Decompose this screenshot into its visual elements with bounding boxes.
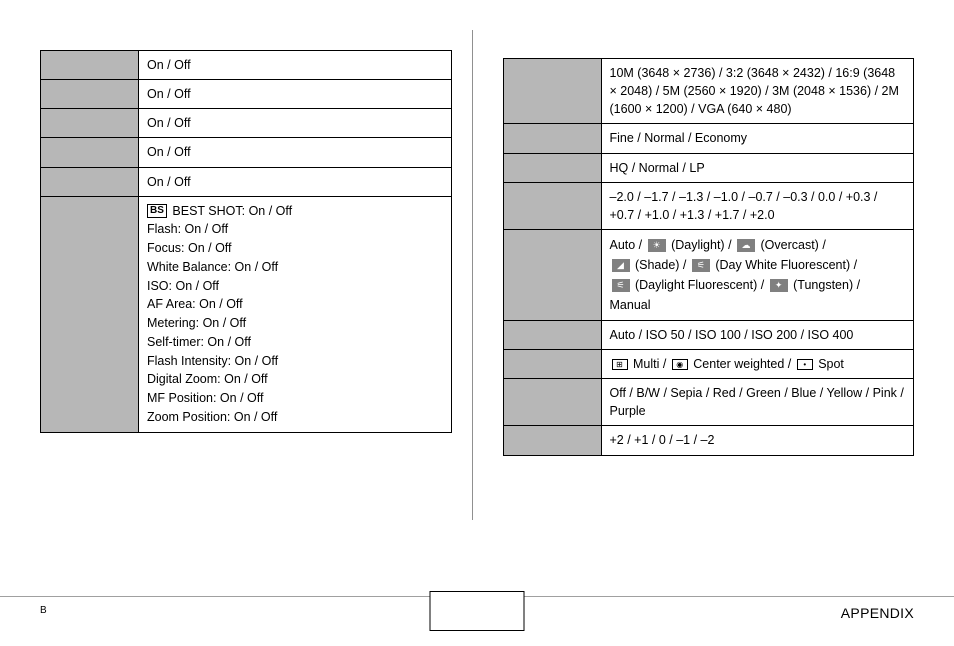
table-row: 10M (3648 × 2736) / 3:2 (3648 × 2432) / … (503, 59, 914, 124)
row-value: On / Off (139, 109, 452, 138)
row-label (503, 153, 601, 182)
table-row: BS BEST SHOT: On / Off Flash: On / Off F… (41, 196, 452, 432)
ev-value: –2.0 / –1.7 / –1.3 / –1.0 / –0.7 / –0.3 … (601, 182, 914, 229)
row-label (41, 196, 139, 432)
table-row: ⊞ Multi / ◉ Center weighted / • Spot (503, 350, 914, 379)
quality-snap-value: Fine / Normal / Economy (601, 124, 914, 153)
best-shot-icon: BS (147, 204, 167, 218)
table-row: On / Off (41, 138, 452, 167)
best-shot-text: BEST SHOT: On / Off (172, 204, 292, 218)
table-row: On / Off (41, 51, 452, 80)
shade-icon: ◢ (612, 259, 630, 272)
wb-manual: Manual (610, 298, 651, 312)
row-value: On / Off (139, 167, 452, 196)
overcast-icon: ☁ (737, 239, 755, 252)
wb-dwf: (Day White Fluorescent) / (712, 258, 857, 272)
metering-cell: ⊞ Multi / ◉ Center weighted / • Spot (601, 350, 914, 379)
row-label (41, 167, 139, 196)
right-table: 10M (3648 × 2736) / 3:2 (3648 × 2432) / … (503, 58, 915, 456)
row-label (503, 229, 601, 320)
memory-line: Flash: On / Off (147, 220, 443, 239)
wb-cell: Auto / ☀ (Daylight) / ☁ (Overcast) / ◢ (… (601, 229, 914, 320)
iso-value: Auto / ISO 50 / ISO 100 / ISO 200 / ISO … (601, 320, 914, 349)
wb-tungsten: (Tungsten) / (790, 278, 860, 292)
memory-line: MF Position: On / Off (147, 389, 443, 408)
memory-line: Zoom Position: On / Off (147, 408, 443, 427)
memory-line: Focus: On / Off (147, 239, 443, 258)
table-row: Off / B/W / Sepia / Red / Green / Blue /… (503, 379, 914, 426)
table-row: –2.0 / –1.7 / –1.3 / –1.0 / –0.7 / –0.3 … (503, 182, 914, 229)
row-label (41, 109, 139, 138)
page-number-box (430, 591, 525, 631)
memory-line: AF Area: On / Off (147, 295, 443, 314)
df-icon: ⚟ (612, 279, 630, 292)
right-column: 10M (3648 × 2736) / 3:2 (3648 × 2432) / … (473, 50, 915, 520)
dwf-icon: ⚟ (692, 259, 710, 272)
wb-auto: Auto / (610, 238, 646, 252)
footer-left: B (40, 605, 47, 616)
row-value: On / Off (139, 51, 452, 80)
memory-line: Digital Zoom: On / Off (147, 370, 443, 389)
table-row: HQ / Normal / LP (503, 153, 914, 182)
center-icon: ◉ (672, 359, 688, 370)
row-label (41, 80, 139, 109)
metering-spot: Spot (815, 357, 844, 371)
memory-line: Metering: On / Off (147, 314, 443, 333)
table-row: On / Off (41, 80, 452, 109)
table-row: On / Off (41, 167, 452, 196)
multi-icon: ⊞ (612, 359, 628, 370)
memory-cell: BS BEST SHOT: On / Off Flash: On / Off F… (139, 196, 452, 432)
row-label (503, 182, 601, 229)
row-label (503, 379, 601, 426)
memory-line: Self-timer: On / Off (147, 333, 443, 352)
wb-overcast: (Overcast) / (757, 238, 826, 252)
page-footer: B APPENDIX (0, 596, 954, 621)
tungsten-icon: ✦ (770, 279, 788, 292)
row-label (503, 59, 601, 124)
filter-value: Off / B/W / Sepia / Red / Green / Blue /… (601, 379, 914, 426)
table-row: Fine / Normal / Economy (503, 124, 914, 153)
left-column: On / Off On / Off On / Off On / Off On /… (40, 50, 472, 520)
metering-center: Center weighted / (690, 357, 795, 371)
row-label (41, 51, 139, 80)
table-row: +2 / +1 / 0 / –1 / –2 (503, 426, 914, 455)
table-row: Auto / ISO 50 / ISO 100 / ISO 200 / ISO … (503, 320, 914, 349)
table-row: On / Off (41, 109, 452, 138)
quality-movie-value: HQ / Normal / LP (601, 153, 914, 182)
left-table: On / Off On / Off On / Off On / Off On /… (40, 50, 452, 433)
row-label (503, 350, 601, 379)
spot-icon: • (797, 359, 813, 370)
row-label (503, 320, 601, 349)
row-value: On / Off (139, 80, 452, 109)
memory-line: Flash Intensity: On / Off (147, 352, 443, 371)
wb-shade: (Shade) / (632, 258, 690, 272)
footer-right: APPENDIX (841, 605, 914, 621)
metering-multi: Multi / (630, 357, 670, 371)
row-value: On / Off (139, 138, 452, 167)
daylight-icon: ☀ (648, 239, 666, 252)
row-label (41, 138, 139, 167)
sharpness-value: +2 / +1 / 0 / –1 / –2 (601, 426, 914, 455)
memory-line: White Balance: On / Off (147, 258, 443, 277)
page-columns: On / Off On / Off On / Off On / Off On /… (0, 0, 954, 520)
row-label (503, 426, 601, 455)
size-value: 10M (3648 × 2736) / 3:2 (3648 × 2432) / … (601, 59, 914, 124)
memory-line: ISO: On / Off (147, 277, 443, 296)
row-label (503, 124, 601, 153)
table-row: Auto / ☀ (Daylight) / ☁ (Overcast) / ◢ (… (503, 229, 914, 320)
wb-daylight: (Daylight) / (668, 238, 735, 252)
wb-df: (Daylight Fluorescent) / (632, 278, 768, 292)
